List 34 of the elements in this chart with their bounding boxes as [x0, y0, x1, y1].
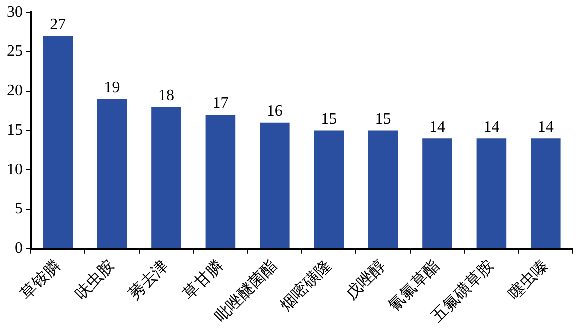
data-label: 15 [375, 110, 392, 128]
bar [422, 138, 452, 248]
bar [97, 99, 128, 248]
y-tick-label: 5 [15, 200, 23, 218]
x-tick-label: 草甘膦 [180, 256, 226, 304]
x-tick-label: 烟嘧磺隆 [276, 256, 335, 315]
bar [530, 138, 561, 248]
y-tick-label: 0 [15, 240, 23, 258]
data-label: 19 [104, 79, 120, 96]
data-label: 17 [212, 95, 229, 112]
data-label: 15 [321, 110, 338, 128]
bar [206, 114, 236, 248]
bar [43, 36, 74, 248]
bar [368, 130, 398, 248]
x-tick-label: 莠去津 [126, 256, 172, 304]
bar [152, 107, 182, 248]
y-tick-label: 20 [7, 82, 23, 100]
bar [314, 130, 344, 248]
x-tick-label: 戊唑醇 [342, 256, 390, 304]
bar [260, 122, 290, 248]
data-label: 18 [158, 87, 174, 104]
y-tick-label: 25 [7, 43, 23, 60]
data-label: 27 [50, 16, 66, 34]
y-tick-label: 30 [7, 4, 23, 21]
bar [476, 138, 507, 248]
data-label: 16 [266, 103, 283, 120]
x-tick-label: 呋虫胺 [71, 256, 118, 304]
data-label: 14 [430, 118, 446, 136]
y-tick-label: 15 [7, 122, 23, 139]
data-label: 14 [538, 118, 554, 136]
x-tick-label: 草铵膦 [17, 256, 64, 304]
x-tick-label: 噻虫嗪 [505, 256, 552, 304]
data-label: 14 [484, 118, 500, 136]
y-tick-label: 10 [7, 161, 23, 178]
